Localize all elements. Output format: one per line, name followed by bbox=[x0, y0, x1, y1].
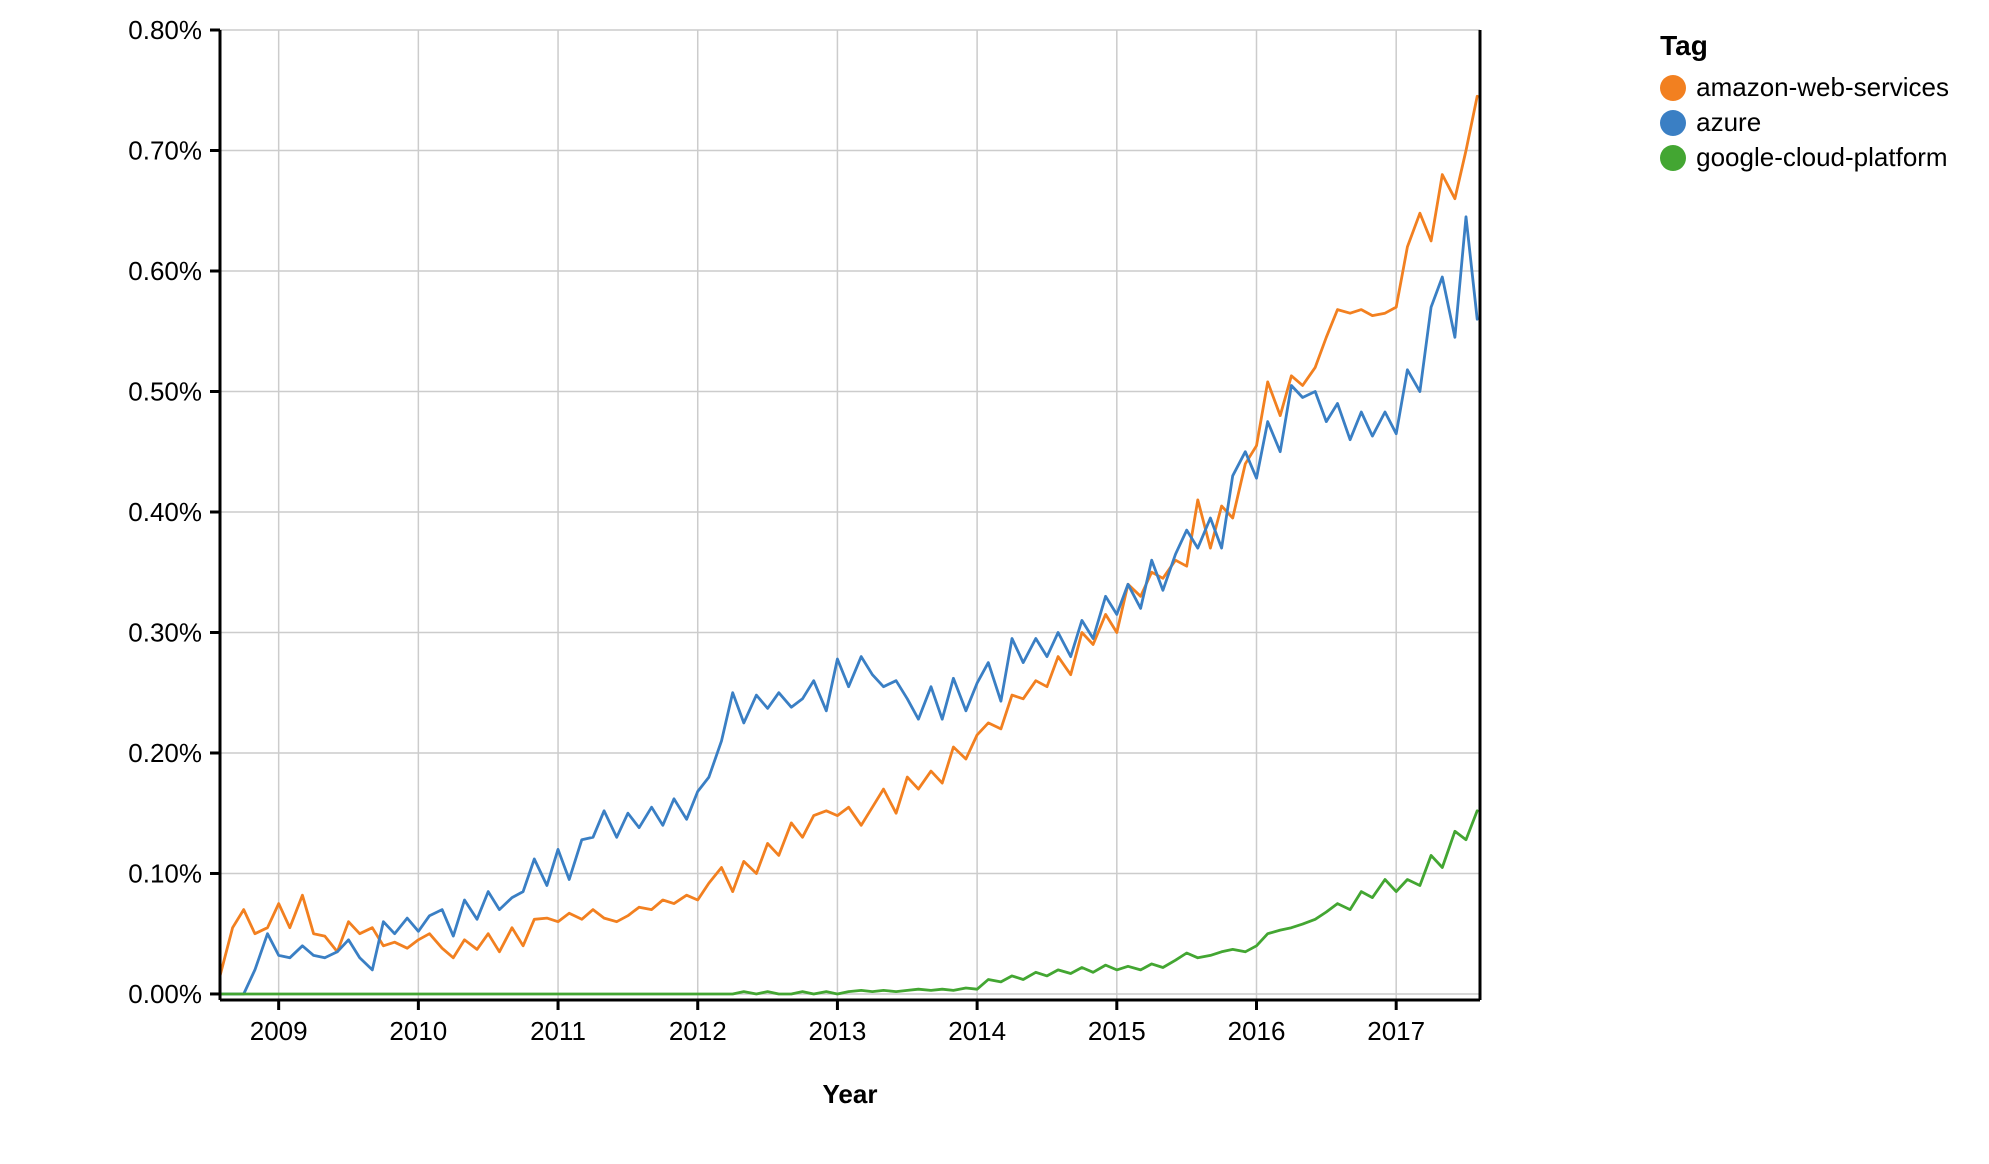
y-tick-label: 0.10% bbox=[128, 858, 202, 888]
x-axis-label: Year bbox=[220, 1079, 1480, 1110]
y-tick-label: 0.40% bbox=[128, 497, 202, 527]
legend-title: Tag bbox=[1660, 30, 1949, 62]
legend-label: amazon-web-services bbox=[1696, 72, 1949, 103]
x-tick-label: 2015 bbox=[1088, 1016, 1146, 1046]
y-tick-label: 0.30% bbox=[128, 617, 202, 647]
x-tick-label: 2014 bbox=[948, 1016, 1006, 1046]
legend-label: google-cloud-platform bbox=[1696, 142, 1947, 173]
legend-dot-icon bbox=[1660, 145, 1686, 171]
legend: Tag amazon-web-services azure google-cloud… bbox=[1660, 30, 1949, 177]
x-tick-label: 2016 bbox=[1228, 1016, 1286, 1046]
y-tick-label: 0.20% bbox=[128, 738, 202, 768]
legend-label: azure bbox=[1696, 107, 1761, 138]
legend-dot-icon bbox=[1660, 110, 1686, 136]
legend-item-google-cloud-platform: google-cloud-platform bbox=[1660, 142, 1949, 173]
legend-item-azure: azure bbox=[1660, 107, 1949, 138]
x-tick-label: 2012 bbox=[669, 1016, 727, 1046]
y-tick-label: 0.00% bbox=[128, 979, 202, 1009]
x-tick-label: 2013 bbox=[809, 1016, 867, 1046]
y-tick-label: 0.50% bbox=[128, 376, 202, 406]
y-tick-label: 0.80% bbox=[128, 15, 202, 45]
x-tick-label: 2017 bbox=[1367, 1016, 1425, 1046]
y-tick-label: 0.70% bbox=[128, 135, 202, 165]
legend-item-amazon-web-services: amazon-web-services bbox=[1660, 72, 1949, 103]
x-tick-label: 2010 bbox=[389, 1016, 447, 1046]
y-tick-label: 0.60% bbox=[128, 256, 202, 286]
legend-dot-icon bbox=[1660, 75, 1686, 101]
x-tick-label: 2011 bbox=[530, 1016, 586, 1046]
x-tick-label: 2009 bbox=[250, 1016, 308, 1046]
